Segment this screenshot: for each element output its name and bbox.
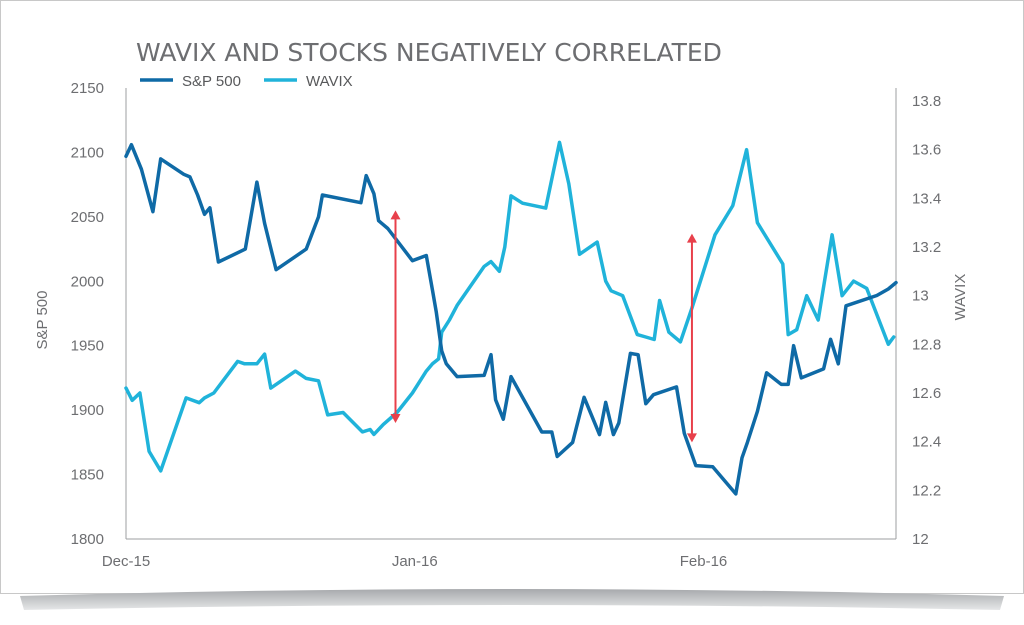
y-tick-left: 2050 (71, 209, 104, 226)
y-tick-right: 13.4 (912, 190, 941, 207)
y-axis-label-left: S&P 500 (34, 291, 51, 350)
series-line-wavix (124, 140, 896, 473)
y-tick-left: 1800 (71, 531, 104, 548)
y-axis-label-right: WAVIX (952, 274, 969, 321)
y-tick-right: 12.6 (912, 385, 941, 402)
card-shadow (20, 589, 1004, 610)
legend-label-wavix: WAVIX (306, 73, 353, 90)
y-tick-left: 1850 (71, 467, 104, 484)
x-tick: Jan-16 (392, 553, 438, 570)
annotations (390, 210, 697, 443)
y-tick-right: 13.2 (912, 239, 941, 256)
chart-title: WAVIX AND STOCKS NEGATIVELY CORRELATED (136, 38, 722, 67)
y-tick-right: 12.8 (912, 336, 941, 353)
series-line-sp500 (124, 142, 898, 496)
y-tick-right: 12.4 (912, 434, 941, 451)
double-arrow-1 (390, 210, 401, 424)
y-tick-right: 12.2 (912, 482, 941, 499)
chart-card (0, 0, 1024, 594)
tick-labels: 1800 1850 1900 1950 2000 2050 2100 2150 12 12.2 12… (71, 80, 942, 570)
y-tick-left: 1950 (71, 338, 104, 355)
y-tick-left: 2100 (71, 144, 104, 161)
x-tick: Feb-16 (680, 553, 728, 570)
axes (125, 88, 897, 540)
series-lines (124, 140, 898, 496)
y-tick-right: 13.8 (912, 93, 941, 110)
y-tick-left: 2150 (71, 80, 104, 97)
y-tick-left: 1900 (71, 402, 104, 419)
legend: S&P 500 WAVIX (140, 73, 353, 90)
y-tick-right: 12 (912, 531, 929, 548)
y-tick-left: 2000 (71, 273, 104, 290)
y-tick-right: 13 (912, 288, 929, 305)
legend-label-sp500: S&P 500 (182, 73, 241, 90)
double-arrow-2 (686, 233, 697, 443)
y-tick-right: 13.6 (912, 142, 941, 159)
x-tick: Dec-15 (102, 553, 150, 570)
